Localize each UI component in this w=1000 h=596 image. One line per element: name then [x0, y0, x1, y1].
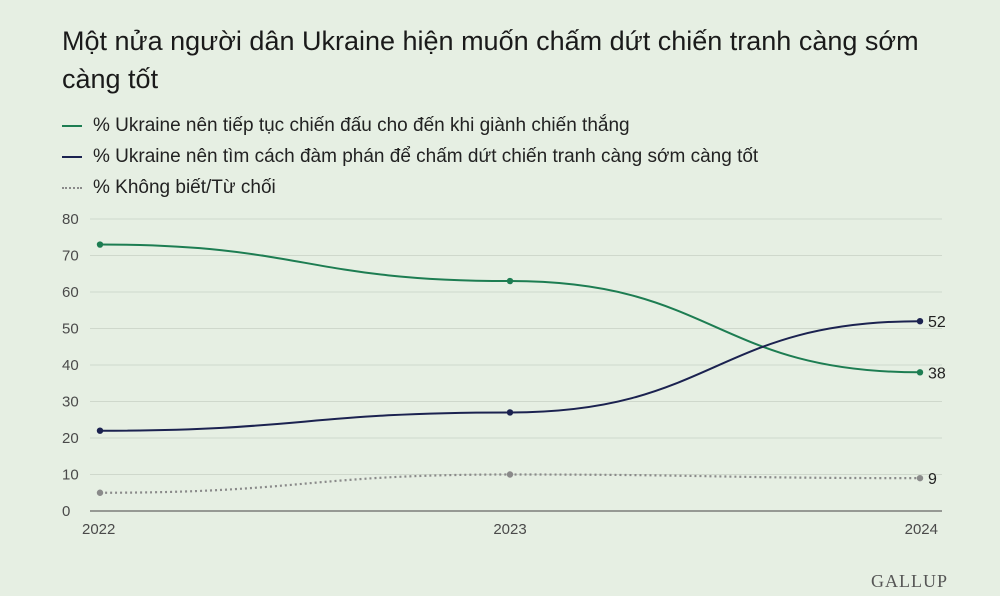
data-point — [96, 427, 104, 434]
x-tick-label: 2024 — [905, 521, 938, 538]
legend-label: % Ukraine nên tiếp tục chiến đấu cho đến… — [93, 114, 630, 136]
legend-label: % Ukraine nên tìm cách đàm phán để chấm … — [93, 145, 759, 167]
series-line — [99, 243, 921, 374]
data-point — [506, 471, 514, 478]
data-label: 9 — [928, 471, 937, 488]
y-tick-label: 60 — [62, 284, 79, 301]
legend-swatch-green — [62, 124, 82, 127]
y-tick-label: 40 — [62, 357, 79, 374]
legend-swatch-navy — [62, 155, 82, 158]
y-tick-label: 20 — [62, 430, 79, 447]
gallup-logo: GALLUP — [871, 571, 948, 591]
x-tick-label: 2023 — [493, 521, 526, 538]
legend-label: % Không biết/Từ chối — [93, 176, 276, 198]
data-point — [506, 409, 514, 416]
data-point — [916, 318, 924, 325]
legend: % Ukraine nên tiếp tục chiến đấu cho đến… — [62, 110, 758, 203]
data-label: 38 — [928, 365, 946, 382]
data-point — [506, 277, 514, 285]
y-tick-label: 0 — [62, 503, 70, 520]
data-point — [916, 369, 924, 376]
y-tick-label: 30 — [62, 394, 79, 411]
y-tick-label: 50 — [62, 321, 79, 338]
data-point — [96, 241, 104, 248]
y-tick-label: 80 — [62, 211, 79, 228]
legend-item-dont-know: % Không biết/Từ chối — [62, 172, 758, 203]
legend-swatch-gray — [62, 186, 82, 189]
legend-item-negotiate: % Ukraine nên tìm cách đàm phán để chấm … — [62, 141, 758, 172]
legend-item-continue-fighting: % Ukraine nên tiếp tục chiến đấu cho đến… — [62, 110, 758, 141]
data-label: 52 — [928, 314, 946, 331]
x-tick-label: 2022 — [82, 521, 115, 538]
y-tick-label: 70 — [62, 248, 79, 265]
chart-title: Một nửa người dân Ukraine hiện muốn chấm… — [62, 26, 919, 94]
data-point — [916, 474, 924, 482]
y-tick-label: 10 — [62, 467, 79, 484]
data-point — [96, 489, 104, 496]
